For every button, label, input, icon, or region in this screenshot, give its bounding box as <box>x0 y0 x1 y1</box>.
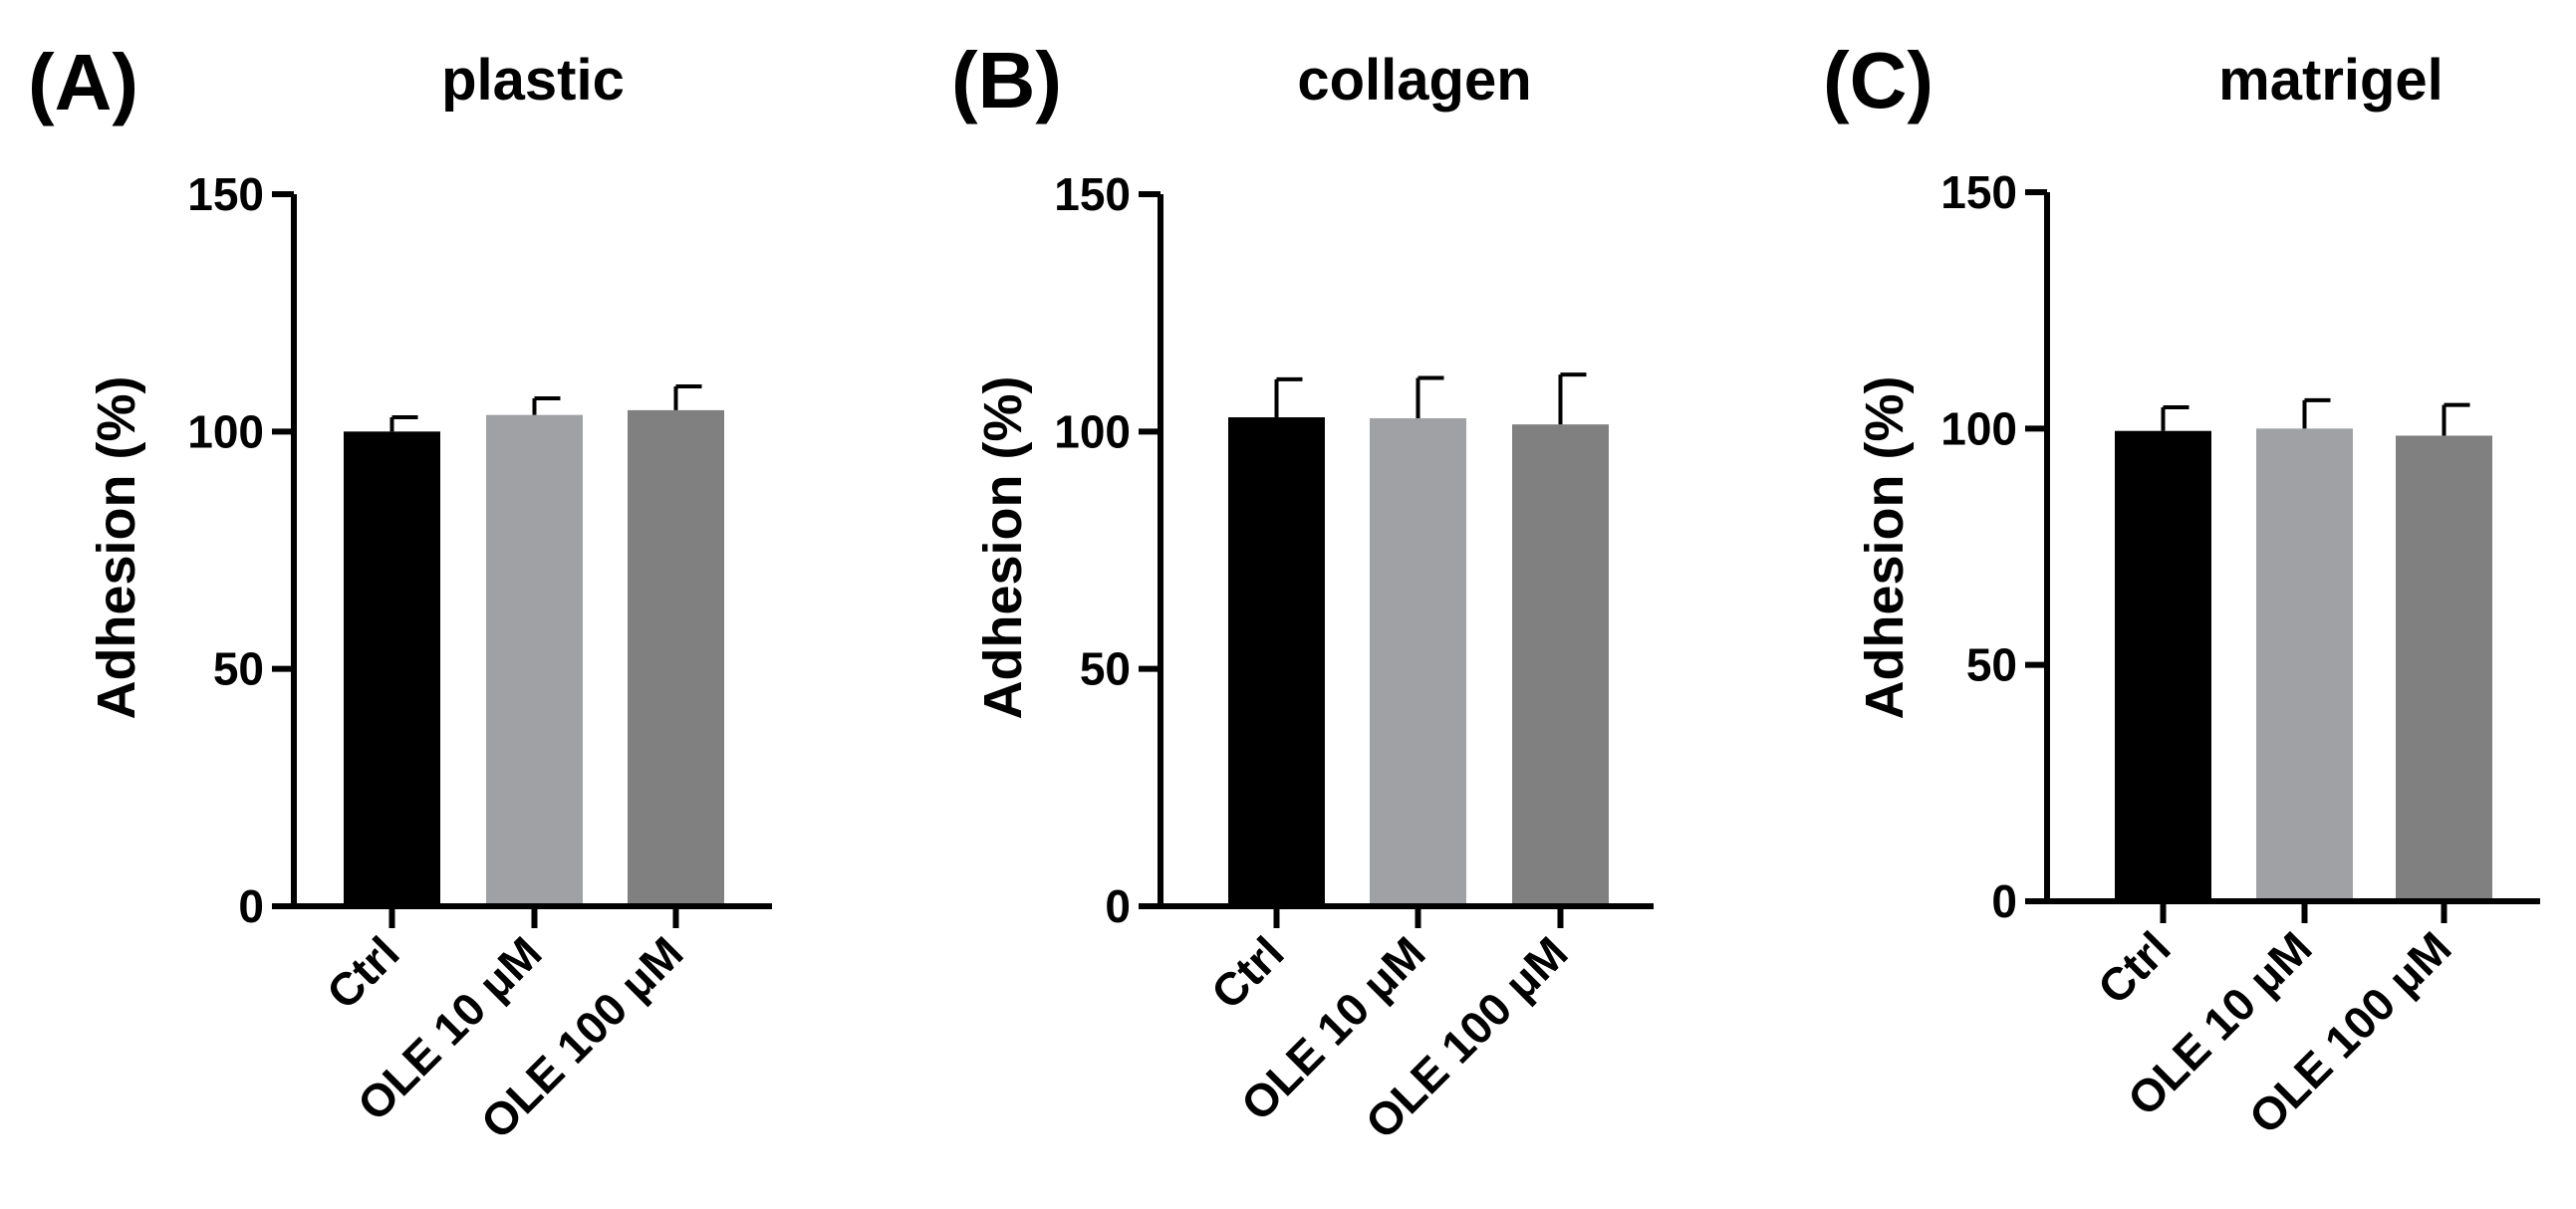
chart-title: collagen <box>1297 48 1531 113</box>
bar-1 <box>486 414 583 906</box>
y-tick-label: 50 <box>213 643 264 695</box>
x-tick-label: Ctrl <box>317 926 409 1019</box>
bar-2 <box>628 409 724 906</box>
bar-2 <box>1512 424 1609 906</box>
bar-1 <box>2256 428 2353 901</box>
y-tick-label: 50 <box>1080 643 1131 695</box>
bar-1 <box>1370 417 1466 906</box>
bar-0 <box>2115 430 2211 901</box>
y-tick-label: 100 <box>1054 405 1131 457</box>
y-axis-label: Adhesion (%) <box>87 376 146 720</box>
y-tick-label: 150 <box>1054 168 1131 220</box>
y-axis-label: Adhesion (%) <box>973 376 1033 720</box>
bar-2 <box>2396 435 2492 901</box>
panel-letter: (A) <box>28 38 138 126</box>
y-tick-label: 150 <box>1940 166 2017 218</box>
chart-title: matrigel <box>2218 48 2444 113</box>
y-tick-label: 0 <box>1991 875 2017 927</box>
y-tick-label: 150 <box>187 168 264 220</box>
x-tick-label: Ctrl <box>1201 926 1294 1019</box>
panel-letter: (C) <box>1823 36 1933 124</box>
panel-letter: (B) <box>951 36 1062 124</box>
bar-0 <box>1228 417 1325 906</box>
y-axis-label: Adhesion (%) <box>1855 376 1915 720</box>
y-tick-label: 0 <box>1105 880 1131 932</box>
chart-title: plastic <box>441 48 625 113</box>
y-tick-label: 100 <box>187 405 264 457</box>
x-tick-label: Ctrl <box>2088 921 2181 1014</box>
bar-0 <box>344 431 440 906</box>
y-tick-label: 50 <box>1966 639 2017 691</box>
y-tick-label: 100 <box>1940 402 2017 454</box>
y-tick-label: 0 <box>238 880 264 932</box>
